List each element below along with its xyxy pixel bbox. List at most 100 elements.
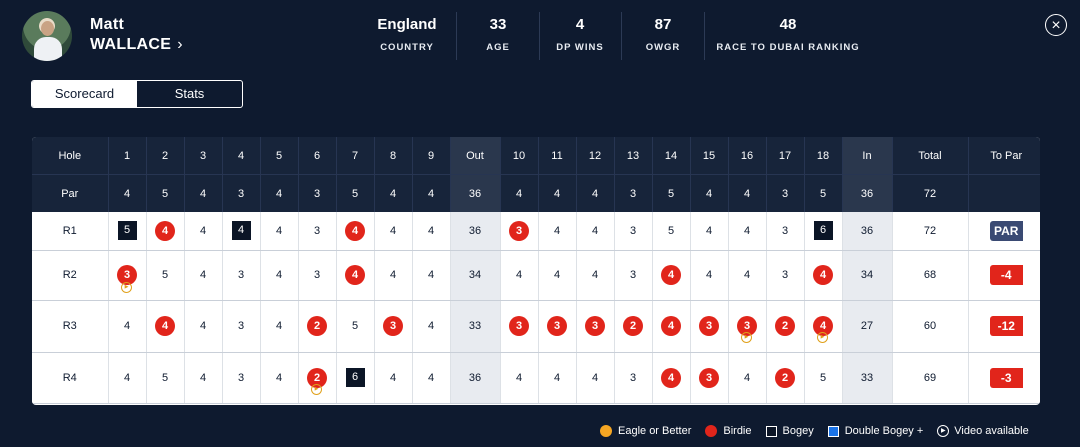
birdie-score: 2	[623, 316, 643, 336]
score-value: 33	[860, 371, 874, 384]
score-value: 4	[553, 371, 561, 384]
chevron-right-icon: ›	[177, 36, 183, 53]
hole-header: 12	[575, 137, 614, 175]
play-icon: ▶	[937, 425, 950, 437]
video-play-icon[interactable]: ▶	[741, 331, 752, 343]
hole-header: Total	[891, 137, 968, 175]
to-par-badge: -12	[989, 316, 1023, 336]
score-cell: 5	[651, 212, 690, 251]
score-cell: 4	[499, 352, 538, 404]
score-cell: 4	[537, 352, 576, 404]
score-cell: 3	[221, 352, 260, 404]
score-cell: 2	[613, 300, 652, 353]
player-name-link[interactable]: Matt WALLACE ›	[90, 15, 183, 55]
score-cell: 4	[651, 250, 690, 301]
legend-item: Birdie	[705, 425, 752, 437]
score-value: 4	[591, 371, 599, 384]
score-cell: 4	[259, 212, 298, 251]
tab-scorecard[interactable]: Scorecard	[32, 81, 137, 107]
birdie-score: 4	[345, 220, 365, 241]
round-label: R2	[32, 250, 108, 301]
round-row: R1 5 4 4 4 4 3 4 4 4 36 3 4 4 3 5 4 4 3 6 36 72 PAR	[32, 212, 1040, 251]
par-value: 4	[183, 174, 222, 212]
score-value: 4	[123, 320, 131, 332]
score-cell: 3	[297, 212, 336, 251]
par-value: 4	[373, 174, 412, 212]
hole-header: 8	[373, 137, 412, 175]
score-cell: 4	[727, 250, 766, 301]
score-value: 4	[199, 320, 207, 332]
score-cell: 4	[803, 250, 842, 301]
score-cell: 72	[891, 212, 968, 251]
score-value: 5	[667, 224, 675, 237]
birdie-score: 2	[775, 367, 795, 388]
video-play-icon[interactable]: ▶	[121, 281, 132, 293]
score-cell: 4	[259, 300, 298, 353]
score-value: 36	[468, 371, 482, 384]
score-cell: 4	[145, 300, 184, 353]
par-value: 5	[335, 174, 374, 212]
par-value: 4	[537, 174, 576, 212]
to-par-cell: PAR	[967, 212, 1040, 251]
score-value: 72	[923, 224, 937, 237]
score-cell: 6	[335, 352, 374, 404]
par-value: 5	[651, 174, 690, 212]
score-cell: 4	[373, 352, 412, 404]
score-cell: 34	[841, 250, 892, 301]
legend-item: Eagle or Better	[600, 425, 691, 437]
score-cell: 4	[499, 250, 538, 301]
score-cell: 2	[297, 300, 336, 353]
hole-header: 18	[803, 137, 842, 175]
video-play-icon[interactable]: ▶	[311, 383, 322, 395]
score-value: 4	[705, 269, 713, 281]
score-cell: 4	[259, 352, 298, 404]
legend-item: Double Bogey +	[827, 425, 923, 437]
score-value: 3	[237, 269, 245, 281]
score-value: 4	[199, 269, 207, 281]
player-header: Matt WALLACE › England COUNTRY 33 AGE 4 DP W…	[0, 0, 1080, 70]
hole-header: 1	[107, 137, 146, 175]
tab-stats[interactable]: Stats	[174, 86, 205, 101]
score-value: 4	[553, 224, 561, 237]
stat-race-to-dubai: 48 RACE TO DUBAI RANKING	[716, 16, 860, 53]
par-value: 5	[803, 174, 842, 212]
hole-header: Out	[449, 137, 500, 175]
score-value: 4	[199, 371, 207, 384]
score-cell: 4	[183, 250, 222, 301]
score-cell: 2	[765, 300, 804, 353]
hole-header: 13	[613, 137, 652, 175]
score-cell: 3	[689, 352, 728, 404]
score-cell: 3	[765, 250, 804, 301]
score-value: 4	[705, 224, 713, 237]
score-value: 4	[389, 224, 397, 237]
score-value: 33	[468, 320, 482, 332]
hole-row: Hole 1 2 3 4 5 6 7 8 9 Out 10 11 12 13 14 15 16 17 18 In Tota…	[32, 137, 1040, 175]
hole-header: 17	[765, 137, 804, 175]
video-play-icon[interactable]: ▶	[817, 331, 828, 343]
score-cell: 3 ▶	[107, 250, 146, 301]
score-cell: 4	[411, 352, 450, 404]
score-value: 4	[743, 371, 751, 384]
score-value: 5	[161, 269, 169, 281]
birdie-score: 3	[383, 316, 403, 336]
par-value: 36	[449, 174, 500, 212]
legend-dot-icon	[705, 425, 718, 437]
hole-header: 6	[297, 137, 336, 175]
score-cell: 4	[689, 212, 728, 251]
legend-label: Video available	[954, 425, 1029, 437]
score-cell: 34	[449, 250, 500, 301]
close-icon[interactable]: ×	[1045, 14, 1067, 36]
score-cell: 68	[891, 250, 968, 301]
score-value: 5	[351, 320, 359, 332]
score-value: 4	[389, 269, 397, 281]
birdie-score: 3	[585, 316, 605, 336]
hole-header: 14	[651, 137, 690, 175]
score-value: 4	[199, 224, 207, 237]
round-row: R3 4 4 4 3 4 2 5 3 4 33 3 3 3 2 4 3 3 ▶ 2 4 ▶ 27 60 -12	[32, 300, 1040, 353]
legend-item: Bogey	[765, 425, 814, 437]
score-value: 4	[743, 224, 751, 237]
divider	[456, 12, 457, 60]
score-cell: 4	[575, 250, 614, 301]
birdie-score: 3	[699, 367, 719, 388]
divider	[621, 12, 622, 60]
